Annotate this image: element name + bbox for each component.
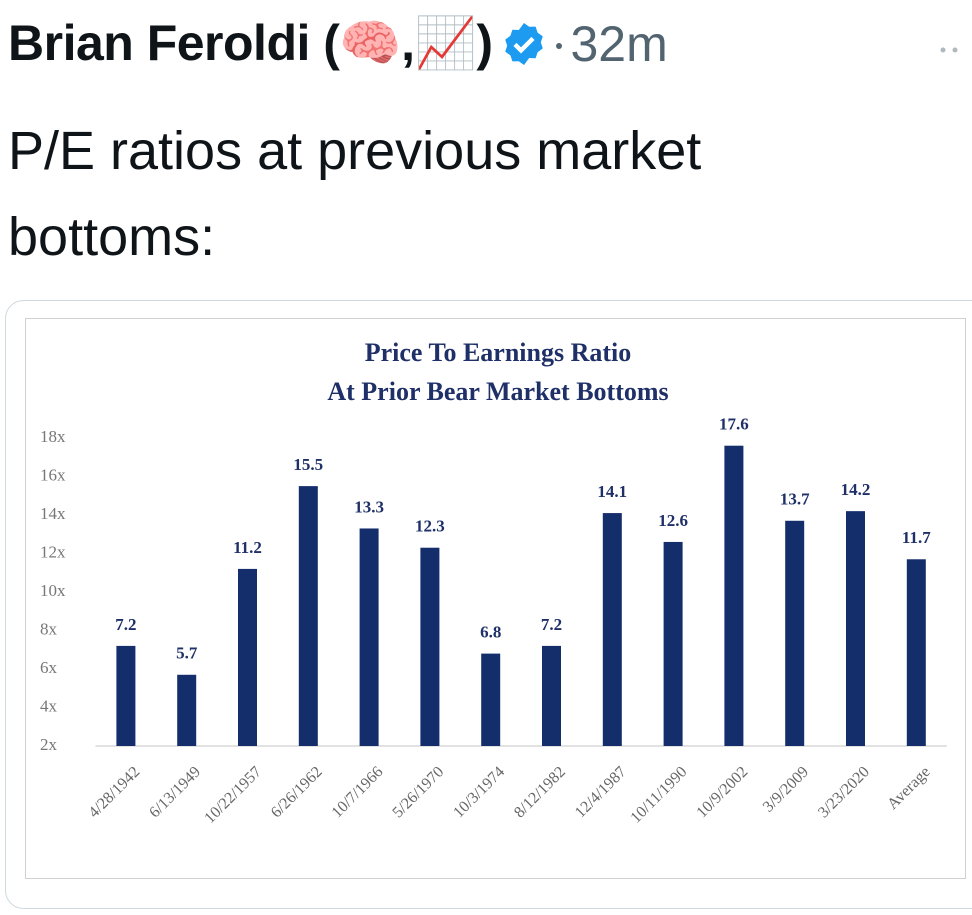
author-name[interactable]: Brian Feroldi (🧠,📈): [8, 15, 493, 71]
y-tick-label: 12x: [40, 542, 66, 561]
bar: [602, 513, 622, 746]
value-label: 6.8: [480, 623, 501, 642]
value-label: 12.6: [658, 511, 688, 530]
y-tick-label: 8x: [40, 619, 58, 638]
bar: [906, 559, 926, 746]
value-label: 17.6: [719, 415, 749, 434]
bar: [298, 486, 318, 746]
y-tick-label: 4x: [40, 696, 58, 715]
value-label: 12.3: [415, 517, 445, 536]
timestamp[interactable]: 32m: [570, 15, 668, 72]
tweet-header: Brian Feroldi (🧠,📈) 32m: [8, 14, 668, 73]
value-label: 7.2: [115, 615, 136, 634]
tweet-text: P/E ratios at previous market bottoms:: [8, 121, 702, 267]
chart-title: Price To Earnings Ratio: [365, 338, 632, 367]
chart-frame: [25, 318, 966, 879]
bar: [116, 645, 136, 746]
value-label: 14.1: [597, 482, 627, 501]
bar: [177, 674, 197, 746]
value-label: 13.3: [354, 497, 384, 516]
value-label: 7.2: [541, 615, 562, 634]
bar: [663, 541, 683, 746]
y-tick-label: 6x: [40, 658, 58, 677]
y-tick-label: 14x: [40, 504, 66, 523]
bar: [542, 645, 561, 746]
y-tick-label: 18x: [40, 427, 66, 446]
verified-badge: [505, 22, 544, 65]
value-label: 15.5: [293, 455, 323, 474]
y-tick-label: 16x: [40, 465, 66, 484]
bar: [420, 547, 440, 746]
bar: [238, 568, 257, 746]
bar: [724, 445, 744, 746]
chart-subtitle: At Prior Bear Market Bottoms: [327, 377, 668, 406]
bar: [359, 528, 379, 746]
y-tick-label: 2x: [40, 735, 58, 754]
y-tick-label: 10x: [40, 581, 66, 600]
value-label: 11.2: [233, 538, 262, 557]
bar: [846, 511, 865, 746]
separator-dot: [556, 42, 563, 49]
value-label: 11.7: [902, 528, 931, 547]
bar: [785, 520, 805, 746]
value-label: 14.2: [841, 480, 871, 499]
bar: [481, 653, 501, 746]
value-label: 13.7: [780, 490, 810, 509]
more-options[interactable]: [935, 40, 967, 60]
value-label: 5.7: [176, 644, 198, 663]
